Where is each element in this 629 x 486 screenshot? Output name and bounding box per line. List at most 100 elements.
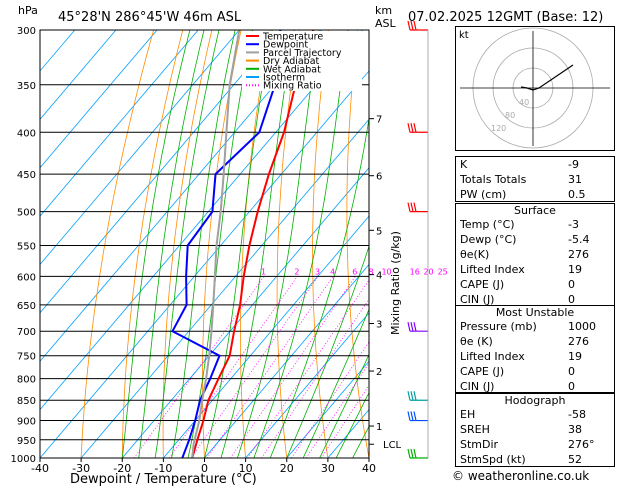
surface-value: 19 <box>568 263 582 276</box>
dry-adiabat-line <box>312 30 329 458</box>
hodograph-table-value: -58 <box>568 408 586 421</box>
x-tick-label: -20 <box>113 462 131 475</box>
mixing-ratio-label: 8 <box>369 267 374 276</box>
most-unstable-value: 19 <box>568 350 582 363</box>
hodograph-table-row: EH -58 <box>460 407 610 422</box>
most-unstable-value: 0 <box>568 365 575 378</box>
legend-label: Temperature <box>262 32 323 43</box>
km-tick-label: 7 <box>376 115 382 126</box>
legend-label: Parcel Trajectory <box>263 48 342 59</box>
most-unstable-row: Pressure (mb) 1000 <box>460 319 610 334</box>
pressure-tick-label: 600 <box>17 272 36 283</box>
most-unstable-label: CAPE (J) <box>460 365 505 378</box>
surface-row: CAPE (J) 0 <box>460 277 610 292</box>
mixing-ratio-line <box>320 384 369 458</box>
km-tick-label: 5 <box>376 226 382 237</box>
wind-barb-flag <box>410 20 414 31</box>
wind-barb-flag <box>407 123 411 133</box>
mixing-ratio-line <box>247 279 369 458</box>
mixing-ratio-line <box>206 276 334 458</box>
sounding-profiles <box>171 30 315 458</box>
copyright-text: © weatheronline.co.uk <box>452 469 590 483</box>
surface-row: θe(K) 276 <box>460 247 610 262</box>
surface-row: Temp (°C) -3 <box>460 217 610 232</box>
dry-adiabat-line <box>162 30 213 458</box>
hodograph-table-title: Hodograph <box>504 394 566 407</box>
isotherm-line <box>40 70 369 458</box>
dry-adiabat-line <box>620 30 629 458</box>
x-tick-label: 10 <box>239 462 253 475</box>
hodograph-table-label: StmSpd (kt) <box>460 453 526 466</box>
x-tick-label: -40 <box>31 462 49 475</box>
pressure-tick-label: 750 <box>17 352 36 363</box>
pressure-tick-label: 1000 <box>11 454 36 465</box>
mixing-ratio-line <box>190 276 319 458</box>
wind-barb-flag <box>407 20 411 31</box>
km-tick-label: 2 <box>376 367 382 378</box>
surface-label: Lifted Index <box>460 263 525 276</box>
wind-barb-flag <box>410 123 414 133</box>
series-line-dewpoint <box>171 30 282 458</box>
pressure-tick-label: 800 <box>17 375 36 386</box>
wind-barb-flag <box>410 448 414 459</box>
mixing-ratio-label: 10 <box>381 267 391 276</box>
surface-label: Dewp (°C) <box>460 233 517 246</box>
wind-barb-flag <box>410 322 414 332</box>
most-unstable-label: θe (K) <box>460 335 493 348</box>
most-unstable-value: 276 <box>568 335 589 348</box>
hodograph-table-row: StmDir 276° <box>460 437 610 452</box>
km-tick-label: 1 <box>376 422 382 433</box>
hodograph-table-label: SREH <box>460 423 490 436</box>
wind-barb-flag <box>407 448 411 459</box>
wind-barb-flag <box>413 123 417 133</box>
wind-barb-flag <box>413 411 417 421</box>
wind-barb-flag <box>413 202 417 212</box>
surface-label: θe(K) <box>460 248 490 261</box>
dry-adiabat-line <box>276 30 300 458</box>
wind-barb-flag <box>407 322 411 332</box>
hodograph-ring-label: 80 <box>505 111 515 120</box>
surface-label: CAPE (J) <box>460 278 505 291</box>
km-tick-label: 6 <box>376 172 382 183</box>
mixing-ratio-line <box>230 276 356 458</box>
x-tick-label: -30 <box>72 462 90 475</box>
isotherm-line <box>204 263 369 458</box>
x-tick-label: 30 <box>321 462 335 475</box>
wet-adiabat-line <box>302 308 369 458</box>
wet-adiabat-line <box>269 115 369 458</box>
surface-row: CIN (J) 0 <box>460 292 610 307</box>
wind-barb-flag <box>413 391 417 401</box>
indices-value: 0.5 <box>568 188 586 201</box>
indices-row: K -9 <box>460 157 610 172</box>
hodograph-trace-line <box>520 64 574 91</box>
most-unstable-row: θe (K) 276 <box>460 334 610 349</box>
mixing-ratio-line <box>261 298 369 458</box>
indices-label: PW (cm) <box>460 188 507 201</box>
pressure-tick-label: 700 <box>17 327 36 338</box>
location-title: 45°28'N 286°45'W 46m ASL <box>58 10 242 25</box>
isotherm-line <box>40 30 281 314</box>
wind-barb-flag <box>410 202 414 212</box>
surface-label: CIN (J) <box>460 293 495 306</box>
mixing-ratio-line <box>291 341 369 458</box>
mixing-ratio-line <box>168 276 298 458</box>
surface-table: Surface Temp (°C) -3 Dewp (°C) -5.4 θe(K) 276… <box>455 203 615 306</box>
mixing-ratio-label: 3 <box>315 267 320 276</box>
wind-barb-flag <box>410 391 414 401</box>
most-unstable-row: Lifted Index 19 <box>460 349 610 364</box>
pressure-tick-label: 400 <box>17 128 36 139</box>
wet-adiabat-line <box>319 353 369 458</box>
mixing-ratio-line <box>305 362 369 458</box>
indices-table: K -9 Totals Totals 31 PW (cm) 0.5 <box>455 156 615 202</box>
isotherm-line <box>40 30 240 266</box>
hodograph-table-label: EH <box>460 408 476 421</box>
x-tick-label: -10 <box>154 462 172 475</box>
pressure-tick-label: 850 <box>17 396 36 407</box>
surface-title: Surface <box>514 204 556 217</box>
km-tick-label: 4 <box>376 271 382 282</box>
most-unstable-title: Most Unstable <box>495 306 575 319</box>
mixing-ratio-label: 6 <box>352 267 357 276</box>
isotherm-line <box>163 215 369 458</box>
surface-row: Lifted Index 19 <box>460 262 610 277</box>
